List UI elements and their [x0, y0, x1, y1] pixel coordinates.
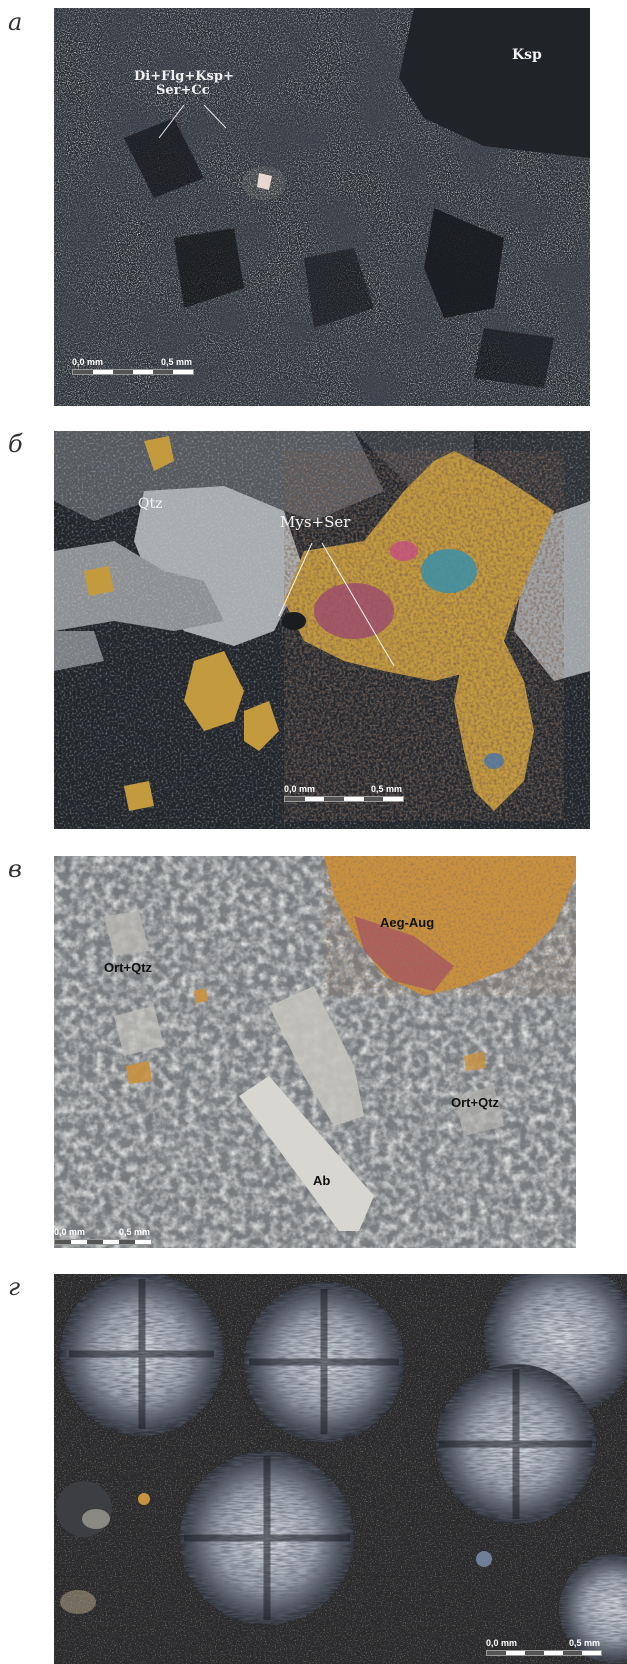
panel-c-image [54, 856, 576, 1248]
panel-a-scale-bar: 0,0 mm 0,5 mm [72, 357, 194, 379]
panel-c-letter: в [8, 855, 22, 883]
label-mys-ser: Mys+Ser [280, 513, 351, 531]
label-ser-cc: Ser+Cc [156, 83, 210, 98]
panel-a-image [54, 8, 590, 406]
scale-end-label: 0,5 mm [568, 1638, 600, 1648]
scale-end-label: 0,5 mm [118, 1227, 150, 1237]
panel-d-scale-bar: 0,0 mm 0,5 mm [486, 1638, 602, 1660]
panel-d-letter: г [8, 1273, 21, 1301]
panel-d-image [54, 1274, 627, 1664]
scale-start-label: 0,0 mm [486, 1638, 518, 1648]
label-aeg-aug: Aeg-Aug [380, 915, 435, 930]
label-ort-qtz-right: Ort+Qtz [451, 1095, 500, 1110]
panel-c-micrograph: Aeg-Aug Ort+Qtz Ort+Qtz Ab 0,0 mm 0,5 mm [54, 856, 576, 1248]
label-ort-qtz-left: Ort+Qtz [104, 960, 153, 975]
scale-start-label: 0,0 mm [284, 784, 316, 794]
panel-b-letter: б [8, 430, 23, 458]
scale-start-label: 0,0 mm [72, 357, 104, 367]
panel-a-letter: а [8, 8, 23, 36]
panel-c-scale-bar: 0,0 mm 0,5 mm [54, 1227, 152, 1248]
label-di-flg-ksp: Di+Flg+Ksp+ [134, 69, 234, 84]
panel-b-scale-bar: 0,0 mm 0,5 mm [284, 784, 404, 806]
panel-a-micrograph: Di+Flg+Ksp+ Ser+Cc Ksp 0,0 mm 0,5 mm [54, 8, 590, 406]
panel-b-image [54, 431, 590, 829]
label-ksp: Ksp [512, 47, 542, 63]
scale-start-label: 0,0 mm [54, 1227, 86, 1237]
panel-d-micrograph: 0,0 mm 0,5 mm [54, 1274, 627, 1664]
panel-b-micrograph: Qtz Mys+Ser 0,0 mm 0,5 mm [54, 431, 590, 829]
scale-end-label: 0,5 mm [160, 357, 192, 367]
label-ab: Ab [313, 1173, 331, 1188]
label-qtz: Qtz [138, 496, 163, 512]
scale-end-label: 0,5 mm [370, 784, 402, 794]
